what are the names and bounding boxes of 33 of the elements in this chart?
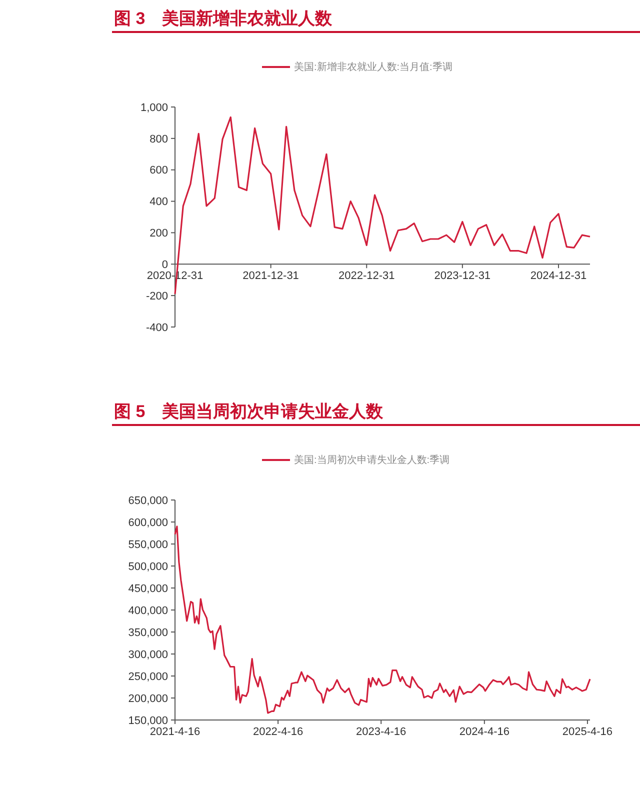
x-tick-label: 2022-12-31 [338, 270, 395, 282]
y-tick-label: 1,000 [140, 102, 168, 114]
y-tick-label: 400,000 [128, 604, 168, 617]
y-tick-label: -200 [146, 290, 168, 302]
x-tick-label: 2023-12-31 [434, 270, 491, 282]
x-tick-label: 2024-12-31 [530, 270, 587, 282]
y-tick-label: 650,000 [128, 494, 168, 507]
x-tick-label: 2022-4-16 [252, 726, 304, 738]
y-tick-label: 300,000 [128, 648, 168, 661]
y-tick-label: 800 [150, 133, 168, 146]
line-series [174, 526, 591, 714]
y-tick-label: 450,000 [128, 582, 168, 595]
x-tick-label: 2023-4-16 [356, 726, 406, 738]
x-tick-label: 2021-12-31 [242, 270, 299, 282]
y-tick-label: 600,000 [128, 516, 168, 529]
y-tick-label: 400 [150, 196, 168, 208]
y-tick-label: 200 [150, 228, 168, 240]
y-tick-label: 200,000 [128, 692, 168, 705]
legend-label: 美国:新增非农就业人数:当月值:季调 [294, 61, 452, 73]
y-tick-label: 0 [162, 258, 168, 271]
y-tick-label: 150,000 [128, 714, 168, 727]
chart-title: 图 5 美国当周初次申请失业金人数 [114, 402, 384, 421]
y-tick-label: 250,000 [128, 670, 168, 683]
y-tick-label: 500,000 [128, 560, 168, 573]
y-tick-label: -400 [146, 322, 168, 334]
y-tick-label: 350,000 [128, 626, 168, 639]
chart-title: 图 3 美国新增非农就业人数 [114, 9, 334, 28]
y-tick-label: 600 [150, 164, 168, 177]
x-tick-label: 2021-4-16 [150, 726, 200, 738]
legend-label: 美国:当周初次申请失业金人数:季调 [294, 454, 450, 466]
x-tick-label: 2025-4-16 [562, 726, 613, 738]
y-tick-label: 550,000 [128, 538, 168, 551]
x-tick-label: 2024-4-16 [459, 726, 510, 738]
